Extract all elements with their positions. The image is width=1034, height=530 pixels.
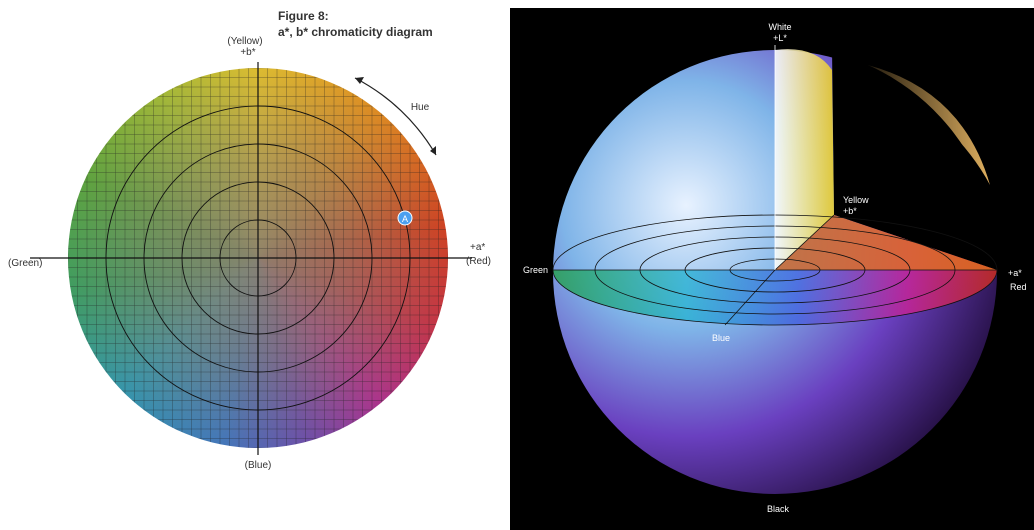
red-label: Red (1010, 282, 1027, 292)
right-name: (Red) (466, 256, 491, 267)
arrow-heads (355, 77, 436, 155)
white-label: White (768, 22, 791, 32)
right-axis: +a* (470, 242, 485, 253)
hue-arrow (354, 77, 437, 156)
top-axis: +b* (240, 47, 255, 58)
title: a*, b* chromaticity diagram (278, 25, 433, 39)
point-label: A (402, 214, 408, 224)
yellow-label: Yellow (843, 195, 869, 205)
green-label: Green (523, 265, 548, 275)
a-axis-label: +a* (1008, 268, 1022, 278)
hue-label: Hue (411, 102, 430, 113)
top-plane (775, 215, 997, 270)
bottom-name: (Blue) (245, 460, 272, 471)
l-axis-label: +L* (773, 33, 787, 43)
blue-label: Blue (712, 333, 730, 343)
figure-label: Figure 8: (278, 9, 329, 23)
black-label: Black (767, 504, 790, 514)
cutaway (795, 46, 1000, 270)
top-name: (Yellow) (227, 36, 262, 47)
point-a (397, 210, 413, 226)
b-axis-label: +b* (843, 206, 857, 216)
left-name: (Green) (8, 258, 42, 269)
